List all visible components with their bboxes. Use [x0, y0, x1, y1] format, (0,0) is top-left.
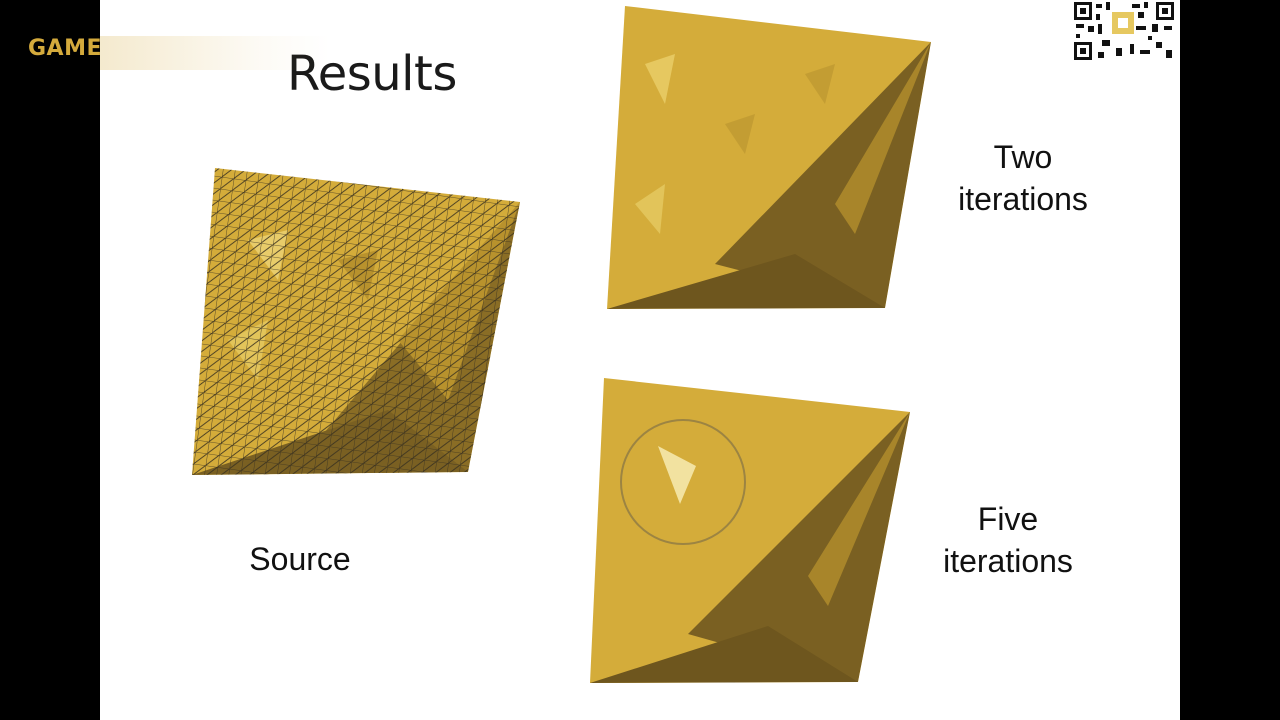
slide-title: Results — [287, 46, 457, 102]
highlight-circle — [620, 419, 746, 545]
brand-watermark-fade — [100, 36, 330, 70]
five-iterations-line2: iterations — [943, 543, 1073, 579]
slide: Source Two iterations Five iterations Re… — [100, 0, 1180, 720]
two-iterations-line1: Two — [993, 139, 1053, 175]
source-label: Source — [249, 541, 351, 577]
five-iterations-line1: Five — [977, 501, 1039, 537]
two-iterations-mesh-image — [607, 6, 931, 309]
brand-watermark: GAME — [28, 36, 103, 61]
five-iterations-mesh-image — [590, 378, 910, 683]
five-iterations-label: Five iterations — [918, 498, 1098, 582]
two-iterations-label: Two iterations — [933, 136, 1113, 220]
qr-code-icon — [1072, 0, 1176, 62]
source-mesh-image — [192, 168, 520, 475]
two-iterations-line2: iterations — [958, 181, 1088, 217]
